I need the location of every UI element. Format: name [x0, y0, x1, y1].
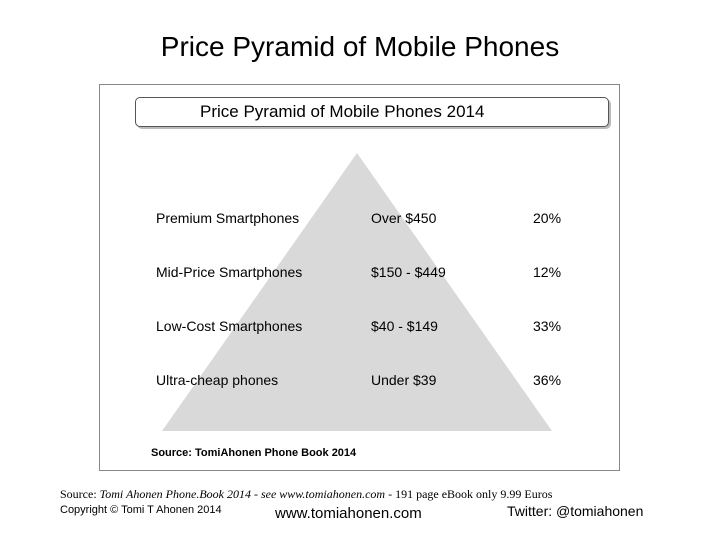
tier-name: Ultra-cheap phones [156, 372, 279, 388]
tier-name: Low-Cost Smartphones [156, 318, 303, 334]
tier-price: $40 - $149 [371, 318, 438, 334]
tier-share: 36% [533, 372, 562, 388]
tier-row-ultra-cheap: Ultra-cheap phones Under $39 36% [100, 370, 621, 390]
footer-source-rest: - 191 page eBook only 9.99 Euros [385, 487, 553, 501]
slide-title: Price Pyramid of Mobile Phones [160, 31, 560, 62]
tier-price: Over $450 [371, 210, 437, 226]
pyramid-shape [162, 153, 552, 431]
twitter-handle[interactable]: Twitter: @tomiahonen [507, 503, 644, 519]
pyramid-triangle [162, 153, 552, 431]
tier-row-low-cost: Low-Cost Smartphones $40 - $149 33% [100, 316, 621, 336]
tier-row-mid-price: Mid-Price Smartphones $150 - $449 12% [100, 262, 621, 282]
tier-row-premium: Premium Smartphones Over $450 20% [100, 208, 621, 228]
website-link[interactable]: www.tomiahonen.com [275, 505, 422, 522]
tier-price: Under $39 [371, 372, 437, 388]
footer-source-label: Source: [60, 487, 97, 501]
footer-source-title: Tomi Ahonen Phone.Book 2014 - see www.to… [99, 487, 386, 501]
diagram-frame: Price Pyramid of Mobile Phones 2014 Prem… [99, 84, 620, 471]
copyright: Copyright © Tomi T Ahonen 2014 [60, 504, 222, 516]
tier-name: Mid-Price Smartphones [156, 264, 303, 280]
diagram-source: Source: TomiAhonen Phone Book 2014 [151, 447, 357, 459]
tier-share: 12% [533, 264, 562, 280]
tier-name: Premium Smartphones [156, 210, 300, 226]
tier-price: $150 - $449 [371, 264, 446, 280]
diagram-title: Price Pyramid of Mobile Phones 2014 [135, 97, 609, 127]
footer-source: Source: Tomi Ahonen Phone.Book 2014 - se… [60, 487, 680, 502]
tier-share: 20% [533, 210, 562, 226]
tier-share: 33% [533, 318, 562, 334]
